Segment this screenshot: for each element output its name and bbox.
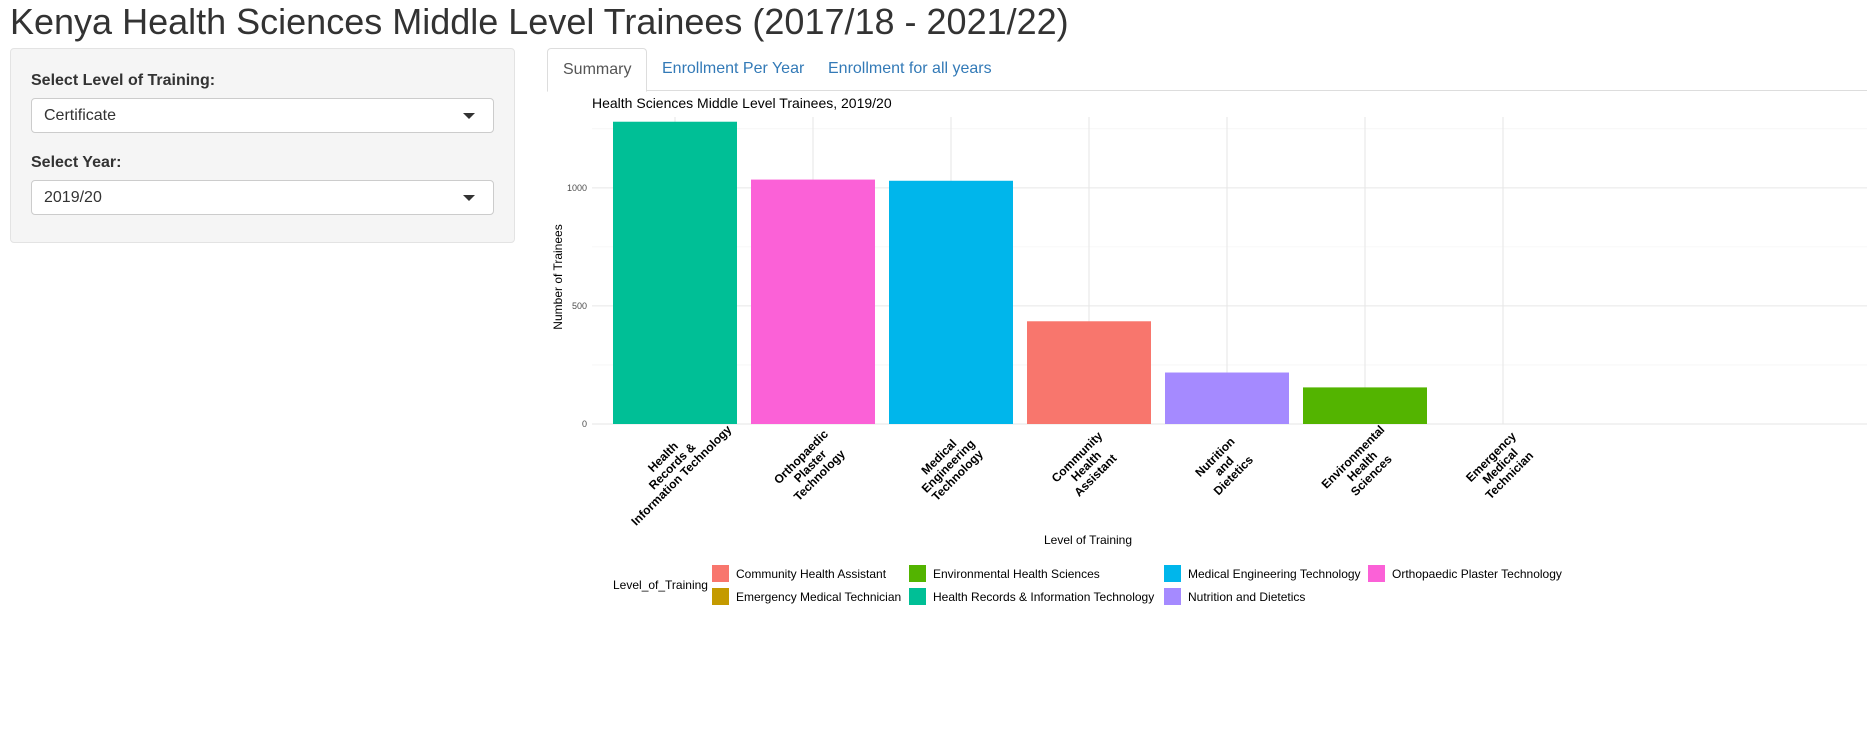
x-tick-label: EmergencyMedicalTechnician [1463, 429, 1537, 503]
bar [751, 179, 875, 424]
level-select[interactable]: Certificate [31, 98, 494, 133]
legend-swatch [1164, 565, 1181, 582]
tab-summary[interactable]: Summary [547, 48, 648, 92]
y-tick-label: 500 [572, 301, 587, 311]
y-tick-label: 0 [582, 419, 587, 429]
legend-item-label: Community Health Assistant [736, 567, 887, 581]
year-select-value: 2019/20 [44, 189, 102, 206]
x-tick-label: OrthopaedicPlasterTechnology [771, 427, 849, 505]
legend-item-label: Environmental Health Sciences [933, 567, 1100, 581]
bar [1165, 372, 1289, 424]
legend-item-label: Orthopaedic Plaster Technology [1392, 567, 1562, 581]
legend-swatch [909, 565, 926, 582]
y-tick-label: 1000 [567, 183, 587, 193]
chart-title: Health Sciences Middle Level Trainees, 2… [592, 95, 892, 111]
caret-down-icon [463, 195, 475, 201]
legend-swatch [712, 588, 729, 605]
x-axis-title: Level of Training [1044, 533, 1132, 547]
bar [1027, 321, 1151, 424]
legend-title: Level_of_Training [613, 578, 708, 592]
chart-area: Health Sciences Middle Level Trainees, 2… [547, 92, 1867, 732]
legend-item-label: Emergency Medical Technician [736, 590, 901, 604]
x-tick-label: EnvironmentalHealthSciences [1319, 423, 1406, 510]
year-select[interactable]: 2019/20 [31, 180, 494, 215]
legend-item-label: Health Records & Information Technology [933, 590, 1154, 604]
legend-swatch [712, 565, 729, 582]
bar [613, 121, 737, 424]
year-select-label: Select Year: [31, 154, 122, 171]
tab-enrollment-per-year[interactable]: Enrollment Per Year [662, 60, 805, 77]
level-select-value: Certificate [44, 107, 117, 124]
bar [1303, 387, 1427, 424]
level-select-label: Select Level of Training: [31, 72, 216, 89]
legend-swatch [1368, 565, 1385, 582]
x-tick-label: MedicalEngineeringTechnology [910, 428, 987, 505]
legend-swatch [1164, 588, 1181, 605]
bar [889, 180, 1013, 424]
bar-chart: Health Sciences Middle Level Trainees, 2… [551, 95, 1867, 605]
legend-item-label: Nutrition and Dietetics [1188, 590, 1305, 604]
tab-bar: Summary Enrollment Per Year Enrollment f… [547, 48, 1867, 92]
page-title: Kenya Health Sciences Middle Level Train… [10, 1, 1069, 42]
tab-enrollment-all-years[interactable]: Enrollment for all years [828, 60, 992, 77]
sidebar-panel: Select Level of Training: Certificate Se… [10, 48, 515, 243]
x-tick-label: NutritionandDietetics [1192, 434, 1256, 498]
caret-down-icon [463, 113, 475, 119]
legend-item-label: Medical Engineering Technology [1188, 567, 1361, 581]
x-tick-label: CommunityHealthAssistant [1049, 428, 1124, 503]
legend-swatch [909, 588, 926, 605]
y-axis-title: Number of Trainees [551, 224, 565, 329]
